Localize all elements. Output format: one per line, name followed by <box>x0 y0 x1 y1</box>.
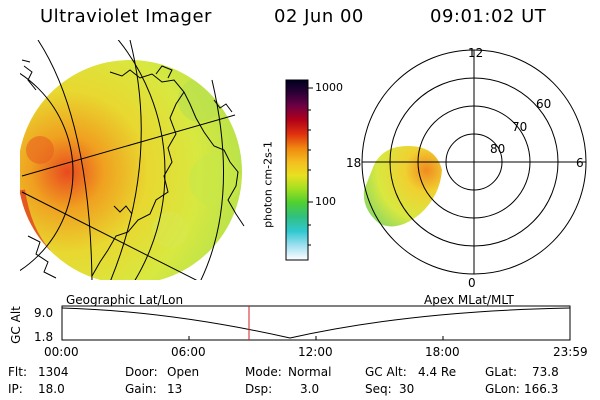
image-date: 02 Jun 00 <box>274 6 364 27</box>
lat-label-60: 60 <box>536 97 552 111</box>
info-glon-value: 166.3 <box>524 382 559 396</box>
lat-label-70: 70 <box>512 120 528 134</box>
info-gain-label: Gain: <box>125 382 157 396</box>
image-time: 09:01:02 UT <box>430 6 547 27</box>
altitude-axis-label: GC Alt <box>9 306 23 344</box>
altitude-y-min: 1.8 <box>34 330 54 344</box>
colorbar-tick-1000: 1000 <box>315 81 343 94</box>
info-gcalt-label: GC Alt: <box>365 365 407 379</box>
image-title: Ultraviolet Imager <box>40 6 212 27</box>
info-mode-label: Mode: <box>245 365 282 379</box>
colorbar-unit-label: photon cm-2s-1 <box>261 141 275 228</box>
geographic-panel <box>20 40 245 280</box>
x-tick-1200: 12:00 <box>298 345 333 359</box>
altitude-strip <box>61 305 571 341</box>
info-ip-label: IP: <box>8 382 23 396</box>
info-seq-label: Seq: <box>365 382 392 396</box>
altitude-x-ticks <box>61 336 571 340</box>
mlt-label-6: 6 <box>576 156 584 170</box>
mlt-label-12: 12 <box>468 46 484 60</box>
x-tick-0000: 00:00 <box>44 345 79 359</box>
apex-label: Apex MLat/MLT <box>424 293 514 307</box>
mlt-label-0: 0 <box>468 276 476 290</box>
info-door-value: Open <box>167 365 200 379</box>
x-tick-0600: 06:00 <box>171 345 206 359</box>
geographic-grid <box>20 40 236 280</box>
altitude-curve <box>61 307 571 339</box>
info-glon-label: GLon: <box>485 382 520 396</box>
info-gain-value: 13 <box>167 382 183 396</box>
info-flt-value: 1304 <box>38 365 69 379</box>
info-flt-label: Flt: <box>8 365 27 379</box>
geographic-label: Geographic Lat/Lon <box>66 293 184 307</box>
info-ip-value: 18.0 <box>38 382 65 396</box>
info-gcalt-value: 4.4 Re <box>418 365 457 379</box>
mlt-label-18: 18 <box>346 156 362 170</box>
info-dsp-value: 3.0 <box>300 382 320 396</box>
info-seq-value: 30 <box>399 382 415 396</box>
altitude-y-max: 9.0 <box>34 306 54 320</box>
info-mode-value: Normal <box>288 365 332 379</box>
info-glat-value: 73.8 <box>532 365 559 379</box>
polar-auroral-oval <box>363 146 442 227</box>
lat-label-80: 80 <box>490 142 506 156</box>
coastline-outlines <box>21 59 245 279</box>
x-tick-2359: 23:59 <box>553 345 588 359</box>
polar-grid <box>361 49 587 275</box>
polar-panel <box>361 49 587 275</box>
colorbar-tick-100: 100 <box>315 195 336 208</box>
colorbar <box>285 79 309 261</box>
info-door-label: Door: <box>125 365 158 379</box>
info-dsp-label: Dsp: <box>245 382 273 396</box>
info-glat-label: GLat: <box>485 365 518 379</box>
x-tick-1800: 18:00 <box>425 345 460 359</box>
colorbar-ticks <box>308 87 313 246</box>
